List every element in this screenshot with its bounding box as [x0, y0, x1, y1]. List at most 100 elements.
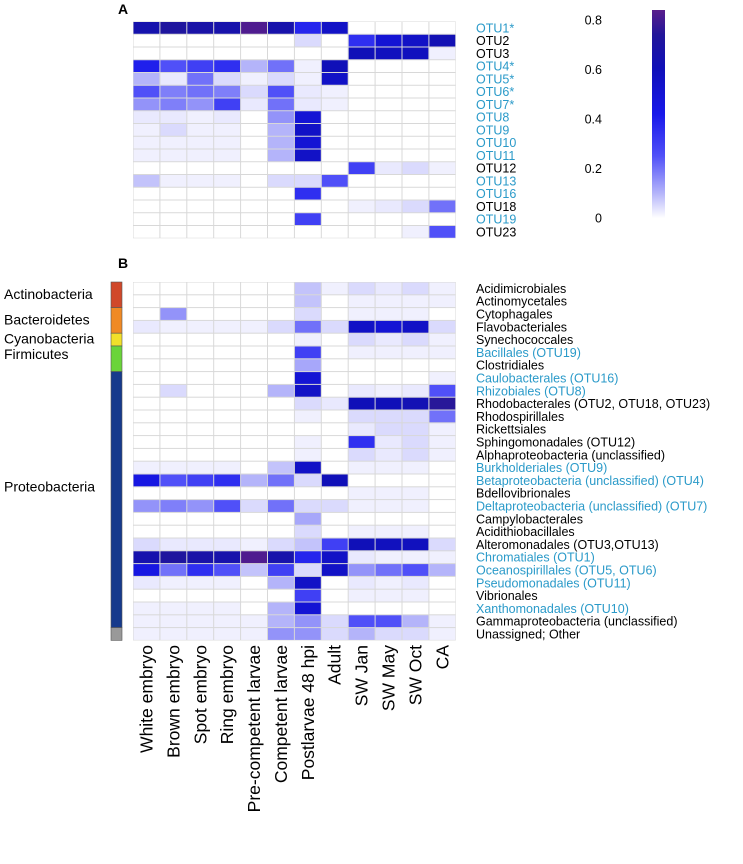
heatmap-cell	[429, 461, 456, 474]
heatmap-cell	[268, 308, 294, 320]
heatmap-cell	[375, 320, 402, 333]
heatmap-cell	[160, 589, 187, 602]
grid-background	[133, 21, 456, 239]
heatmap-cell	[429, 175, 456, 187]
heatmap-cell	[429, 628, 456, 640]
heatmap-cell	[402, 615, 429, 628]
heatmap-cell	[241, 512, 267, 525]
heatmap-cell	[214, 47, 241, 60]
heatmap-cell	[241, 538, 267, 551]
heatmap-cell	[375, 538, 402, 551]
heatmap-cell	[187, 282, 214, 295]
heatmap-cell	[160, 282, 187, 295]
heatmap-cell	[268, 34, 294, 47]
heatmap-cell	[160, 98, 187, 111]
heatmap-cell	[402, 136, 429, 149]
heatmap-cell	[294, 200, 321, 213]
heatmap-cell	[187, 448, 214, 461]
heatmap-cell	[402, 282, 429, 295]
heatmap-cell	[429, 397, 456, 410]
heatmap-cell	[241, 175, 267, 187]
heatmap-cell	[321, 111, 348, 123]
heatmap-cell	[268, 615, 294, 628]
heatmap-cell	[241, 461, 267, 474]
heatmap-cell	[321, 551, 348, 564]
heatmap-cell	[160, 461, 187, 474]
heatmap-cell	[214, 359, 241, 372]
heatmap-cell	[294, 448, 321, 461]
heatmap-cell	[241, 615, 267, 628]
heatmap-cell	[429, 487, 456, 500]
heatmap-cell	[429, 551, 456, 564]
heatmap-cell	[133, 615, 160, 628]
heatmap-cell	[160, 423, 187, 436]
heatmap-cell	[429, 436, 456, 448]
heatmap-cell	[348, 320, 375, 333]
heatmap-cell	[133, 85, 160, 98]
heatmap-cell	[375, 397, 402, 410]
heatmap-cell	[321, 149, 348, 162]
heatmap-cell	[187, 85, 214, 98]
heatmap-cell	[241, 423, 267, 436]
heatmap-cell	[241, 333, 267, 346]
heatmap-cell	[375, 525, 402, 538]
heatmap-cell	[321, 576, 348, 589]
heatmap-cell	[133, 359, 160, 372]
heatmap-cell	[133, 226, 160, 238]
heatmap-cell	[268, 487, 294, 500]
heatmap-cell	[429, 525, 456, 538]
heatmap-cell	[133, 162, 160, 174]
heatmap-cell	[214, 500, 241, 512]
heatmap-cell	[294, 85, 321, 98]
heatmap-cell	[321, 359, 348, 372]
heatmap-cell	[321, 525, 348, 538]
heatmap-cell	[214, 512, 241, 525]
heatmap-cell	[160, 525, 187, 538]
row-label: Oceanospirillales (OTU5, OTU6)	[476, 564, 657, 578]
heatmap-cell	[133, 213, 160, 225]
heatmap-cell	[214, 487, 241, 500]
heatmap-cell	[375, 372, 402, 384]
heatmap-cell	[348, 538, 375, 551]
heatmap-cell	[268, 47, 294, 60]
heatmap-cell	[294, 34, 321, 47]
heatmap-cell	[429, 34, 456, 47]
heatmap-cell	[214, 602, 241, 615]
heatmap-cell	[348, 551, 375, 564]
heatmap-cell	[160, 200, 187, 213]
heatmap-cell	[160, 149, 187, 162]
heatmap-cell	[402, 372, 429, 384]
heatmap-cell	[321, 397, 348, 410]
heatmap-cell	[321, 136, 348, 149]
heatmap-cell	[268, 628, 294, 640]
heatmap-cell	[187, 136, 214, 149]
heatmap-cell	[429, 22, 456, 34]
heatmap-cell	[375, 551, 402, 564]
heatmap-cell	[294, 474, 321, 487]
heatmap-cell	[348, 410, 375, 423]
heatmap-cell	[133, 136, 160, 149]
colorbar-tick-label: 0.2	[585, 162, 602, 176]
heatmap-cell	[133, 461, 160, 474]
heatmap-cell	[133, 538, 160, 551]
heatmap-cell	[321, 423, 348, 436]
heatmap-cell	[375, 423, 402, 436]
heatmap-cell	[268, 282, 294, 295]
colorbar-tick-label: 0	[595, 212, 602, 226]
heatmap-cell	[268, 136, 294, 149]
heatmap-cell	[402, 295, 429, 308]
heatmap-cell	[348, 22, 375, 34]
heatmap-cell	[160, 410, 187, 423]
heatmap-cell	[133, 187, 160, 200]
panel-b: B AcidimicrobialesActinomycetalesCytophag…	[4, 255, 710, 642]
row-label: OTU2	[476, 34, 509, 48]
heatmap-cell	[348, 282, 375, 295]
heatmap-cell	[429, 359, 456, 372]
heatmap-cell	[268, 589, 294, 602]
heatmap-cell	[321, 295, 348, 308]
heatmap-cell	[214, 320, 241, 333]
heatmap-cell	[133, 175, 160, 187]
heatmap-cell	[187, 346, 214, 359]
row-label: Bdellovibrionales	[476, 487, 571, 501]
heatmap-cell	[241, 448, 267, 461]
